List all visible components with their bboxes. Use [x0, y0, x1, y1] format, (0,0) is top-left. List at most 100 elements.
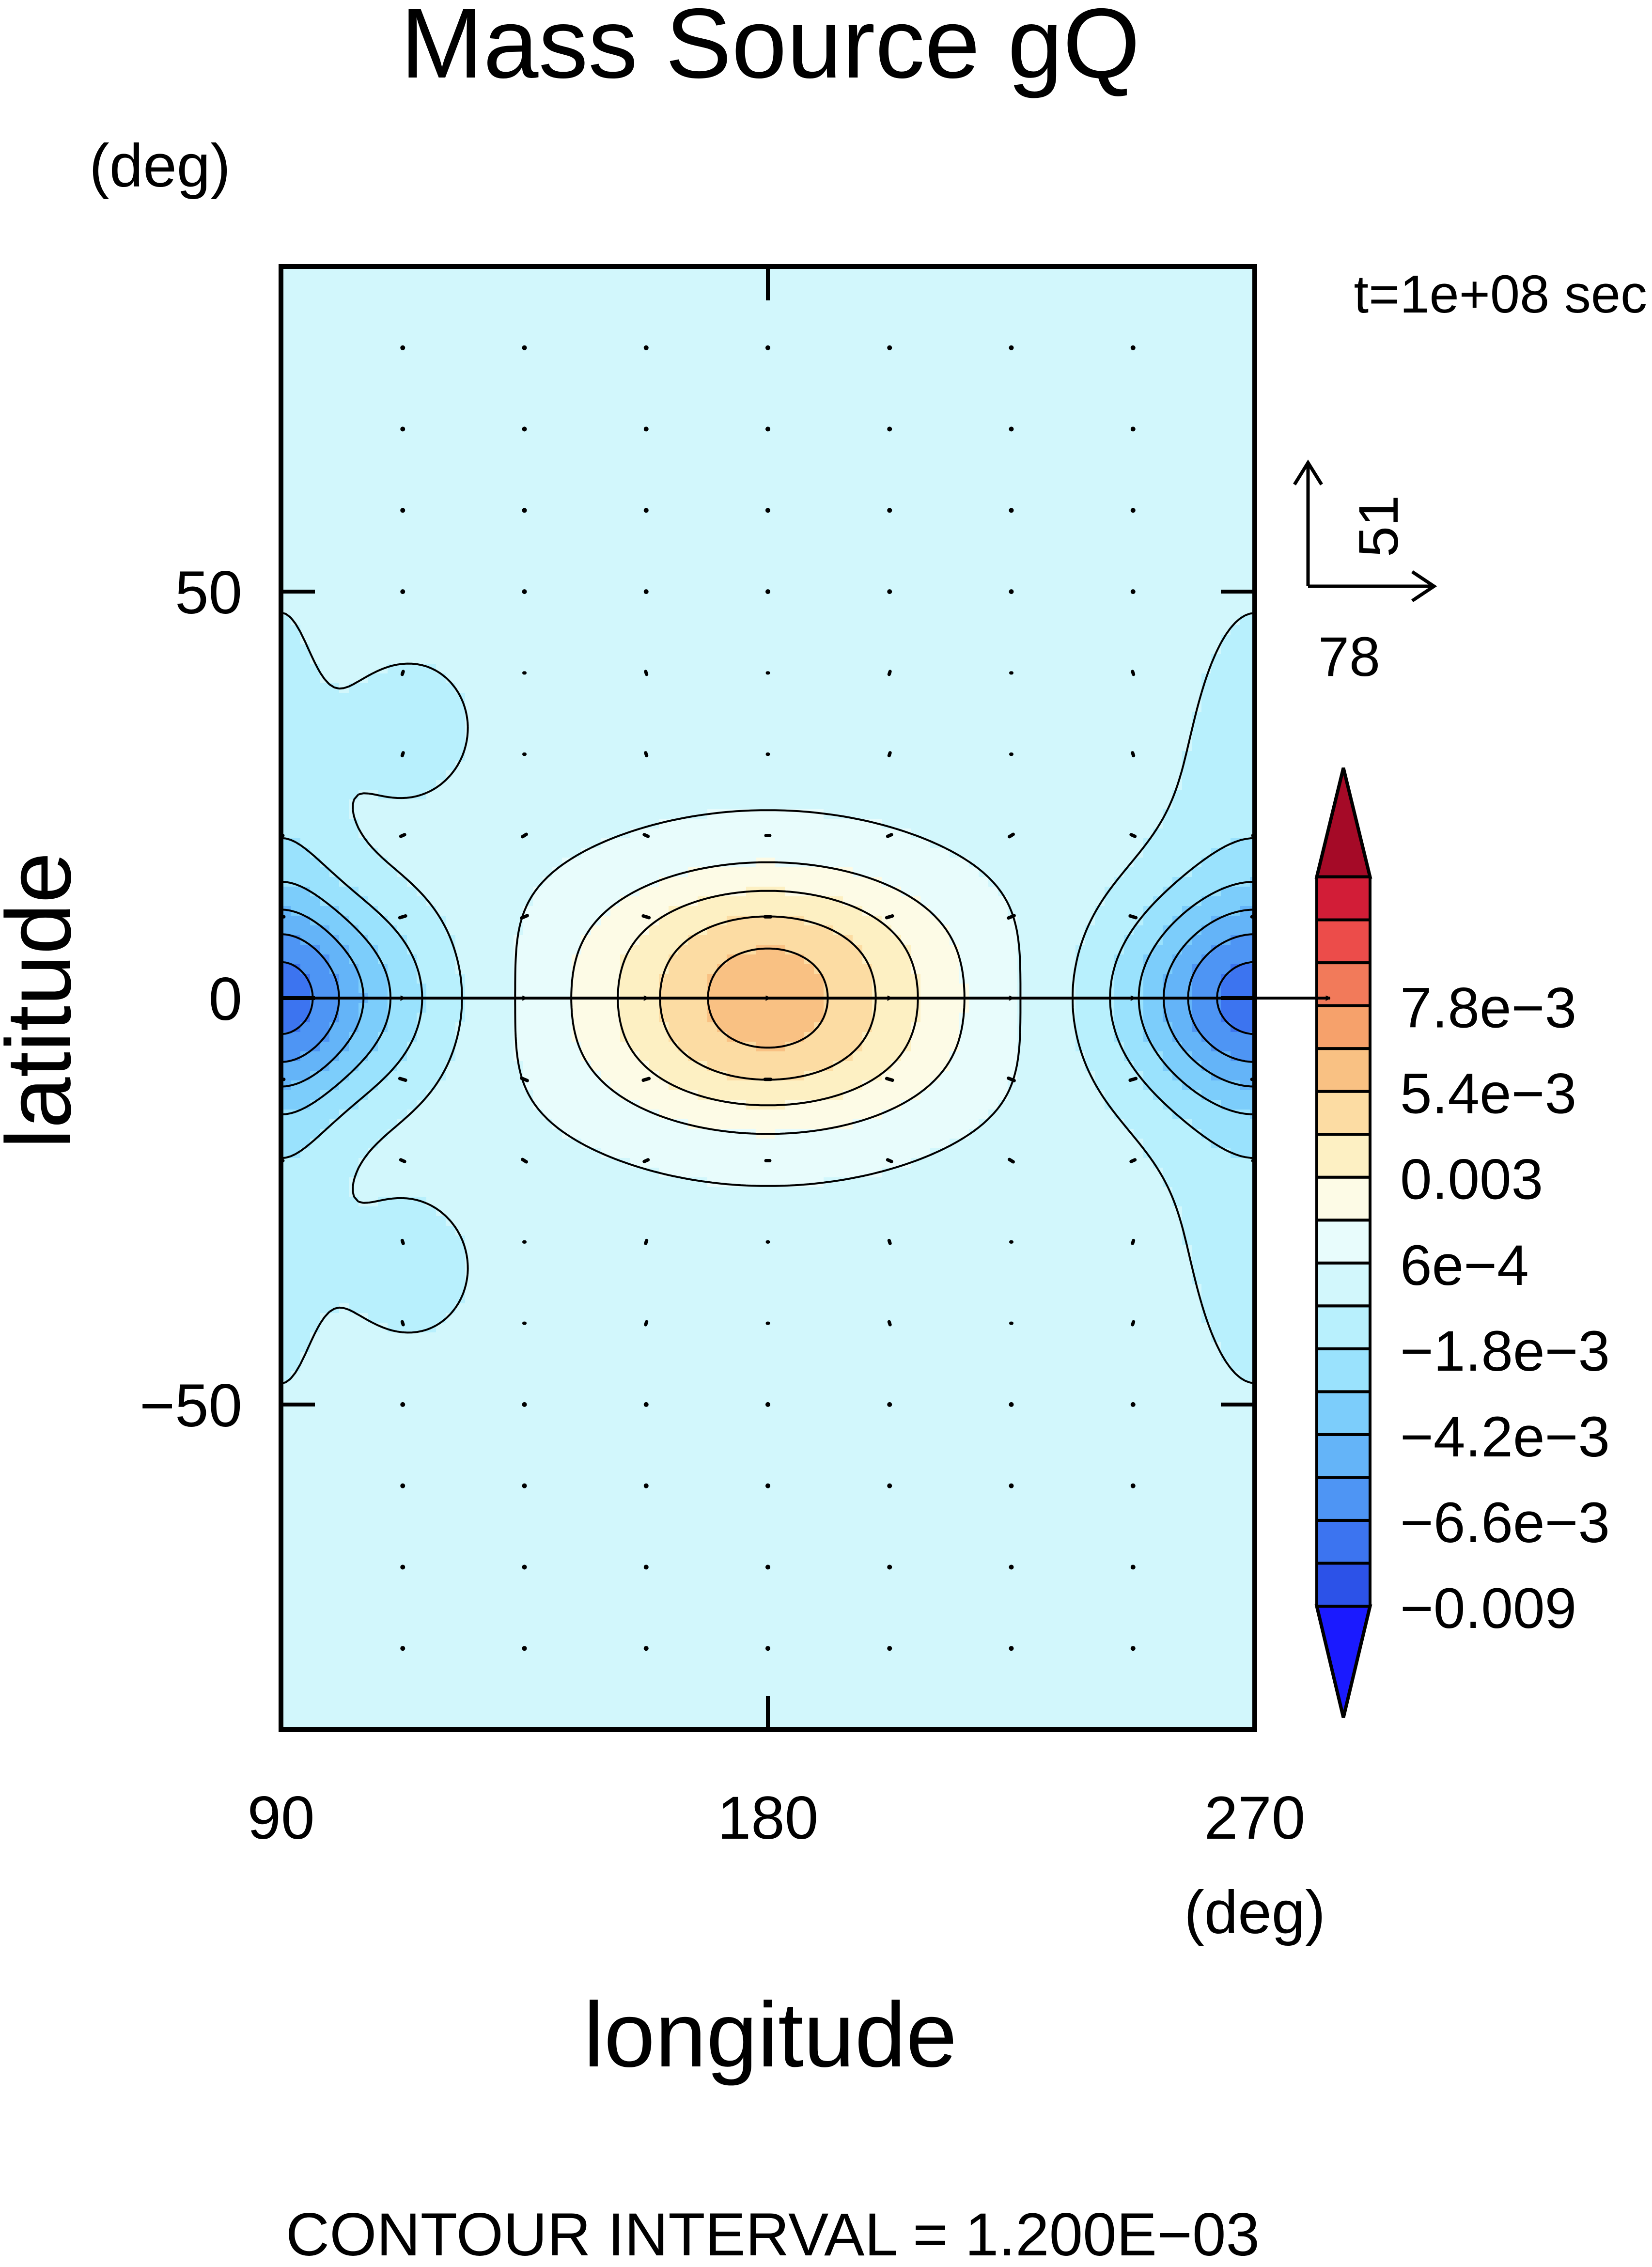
wind-vector — [400, 1646, 405, 1651]
colorbar-labels: 7.8e−3 5.4e−3 0.003 6e−4 −1.8e−3 −4.2e−3 −6.6e… — [1400, 976, 1610, 1641]
wind-vector — [1130, 1564, 1136, 1570]
y-unit-label: (deg) — [89, 132, 231, 200]
wind-vector — [1008, 832, 1015, 839]
wind-vector — [765, 589, 770, 594]
wind-vector — [644, 1320, 649, 1327]
wind-vector — [765, 1483, 770, 1488]
colorbar-segment — [1315, 1433, 1371, 1479]
wind-vector — [1130, 1483, 1136, 1488]
wind-vector — [887, 1402, 892, 1407]
colorbar-segment — [1315, 1004, 1371, 1050]
wind-vector — [885, 914, 894, 920]
wind-vector — [522, 508, 527, 513]
wind-vector — [400, 1402, 405, 1407]
wind-vector — [1009, 589, 1014, 594]
wind-vector — [765, 1646, 770, 1651]
wind-vector — [644, 670, 649, 676]
colorbar-segment — [1315, 1090, 1371, 1136]
wind-vector — [400, 589, 405, 594]
wind-vector — [400, 508, 405, 513]
wind-vector — [522, 589, 527, 594]
wind-vector — [398, 914, 407, 920]
wind-vector — [522, 345, 527, 350]
wind-vector — [642, 1158, 650, 1163]
wind-vector — [522, 1564, 527, 1570]
colorbar-segment — [1315, 1133, 1371, 1179]
colorbar-segment — [1315, 1476, 1371, 1522]
wind-vector — [644, 751, 649, 758]
wind-vector — [1130, 589, 1136, 594]
contour-field — [281, 266, 1255, 1730]
axis-ticks: 90 180 270 50 0 −50 — [140, 266, 1305, 1852]
wind-vector — [887, 1238, 892, 1245]
wind-vector — [1129, 1158, 1137, 1163]
wind-vector — [1131, 1238, 1136, 1245]
wind-vector — [886, 833, 893, 838]
wind-vector — [1130, 1646, 1136, 1651]
colorbar-segment — [1315, 876, 1371, 922]
wind-vector — [887, 1320, 892, 1327]
wind-vector — [1009, 1564, 1014, 1570]
ref-vector-y-label: 51 — [1348, 495, 1410, 557]
wind-vector — [1131, 751, 1136, 758]
wind-vector — [641, 1077, 651, 1082]
wind-vector — [1130, 1402, 1136, 1407]
wind-vector — [644, 1238, 649, 1245]
wind-vector — [887, 426, 892, 432]
colorbar-label: −0.009 — [1400, 1577, 1576, 1641]
wind-vector — [643, 1564, 649, 1570]
wind-vector — [1009, 1483, 1014, 1488]
y-tick-label: 0 — [208, 966, 242, 1033]
colorbar-label: 7.8e−3 — [1400, 976, 1576, 1040]
colorbar-label: −4.2e−3 — [1400, 1405, 1610, 1469]
wind-vector — [522, 426, 527, 432]
colorbar-segment — [1315, 918, 1371, 965]
wind-vector — [522, 1646, 527, 1651]
colorbar-max-triangle — [1314, 767, 1372, 879]
wind-vector — [1130, 426, 1136, 432]
wind-vector — [520, 1076, 529, 1082]
wind-vector — [765, 508, 770, 513]
x-tick-label: 270 — [1204, 1784, 1306, 1852]
wind-vector — [400, 1564, 405, 1570]
colorbar-segment — [1315, 1219, 1371, 1265]
colorbar-label: 6e−4 — [1400, 1234, 1529, 1298]
wind-vector — [887, 508, 892, 513]
wind-vector — [400, 1238, 405, 1245]
wind-vector — [522, 1402, 527, 1407]
wind-vector — [400, 426, 405, 432]
wind-vector — [885, 1077, 894, 1082]
wind-vector — [400, 1320, 405, 1327]
colorbar-segment — [1315, 1261, 1371, 1308]
wind-vector — [765, 1564, 770, 1570]
wind-vector — [1009, 426, 1014, 432]
colorbar-label: −1.8e−3 — [1400, 1319, 1610, 1383]
wind-vector — [1007, 1076, 1016, 1082]
wind-vector — [520, 914, 529, 920]
colorbar-label: 0.003 — [1400, 1148, 1543, 1212]
wind-vector — [887, 589, 892, 594]
wind-vector — [887, 345, 892, 350]
wind-vector — [1130, 345, 1136, 350]
wind-vector — [400, 670, 405, 676]
wind-vector — [1131, 1320, 1136, 1327]
wind-vector — [399, 1158, 406, 1163]
wind-vector — [642, 833, 650, 838]
colorbar-segment — [1315, 1175, 1371, 1222]
chart-title: Mass Source gQ — [401, 0, 1140, 99]
wind-vector — [641, 914, 651, 920]
colorbar-segment — [1315, 1304, 1371, 1350]
colorbar-segment — [1315, 1562, 1371, 1608]
wind-vector — [765, 1402, 770, 1407]
y-axis-label: latitude — [0, 852, 90, 1149]
wind-vector — [1008, 1157, 1015, 1164]
y-tick-label: 50 — [175, 559, 242, 626]
colorbar-label: −6.6e−3 — [1400, 1491, 1610, 1555]
wind-vector — [1009, 1402, 1014, 1407]
reference-vector: 51 78 — [1293, 459, 1437, 688]
colorbar-segment — [1315, 1347, 1371, 1393]
wind-vector — [887, 670, 892, 676]
wind-vector — [887, 1564, 892, 1570]
wind-vector — [887, 751, 892, 758]
wind-vector — [1009, 345, 1014, 350]
